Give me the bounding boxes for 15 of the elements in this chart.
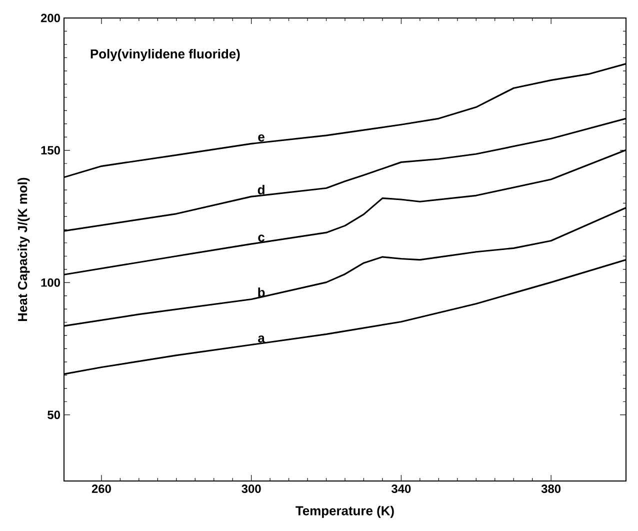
x-tick-label: 300 <box>242 484 261 494</box>
y-tick-label: 50 <box>48 410 60 420</box>
series-label: c <box>258 234 265 242</box>
x-tick-label: 380 <box>541 484 561 494</box>
y-tick-label: 200 <box>40 14 60 22</box>
y-tick-label: 150 <box>41 146 60 155</box>
x-tick-label: 260 <box>92 484 111 493</box>
y-axis-title: Heat Capacity J/(K mol) <box>18 178 30 321</box>
series-label: a <box>258 335 265 343</box>
series-label: e <box>258 134 264 142</box>
y-tick-label: 100 <box>41 278 60 287</box>
x-axis-title: Temperature (K) <box>296 506 394 518</box>
series-label: d <box>258 184 264 194</box>
text: Poly(vinylidene fluoride) <box>90 48 240 62</box>
x-tick-label: 340 <box>392 484 411 494</box>
